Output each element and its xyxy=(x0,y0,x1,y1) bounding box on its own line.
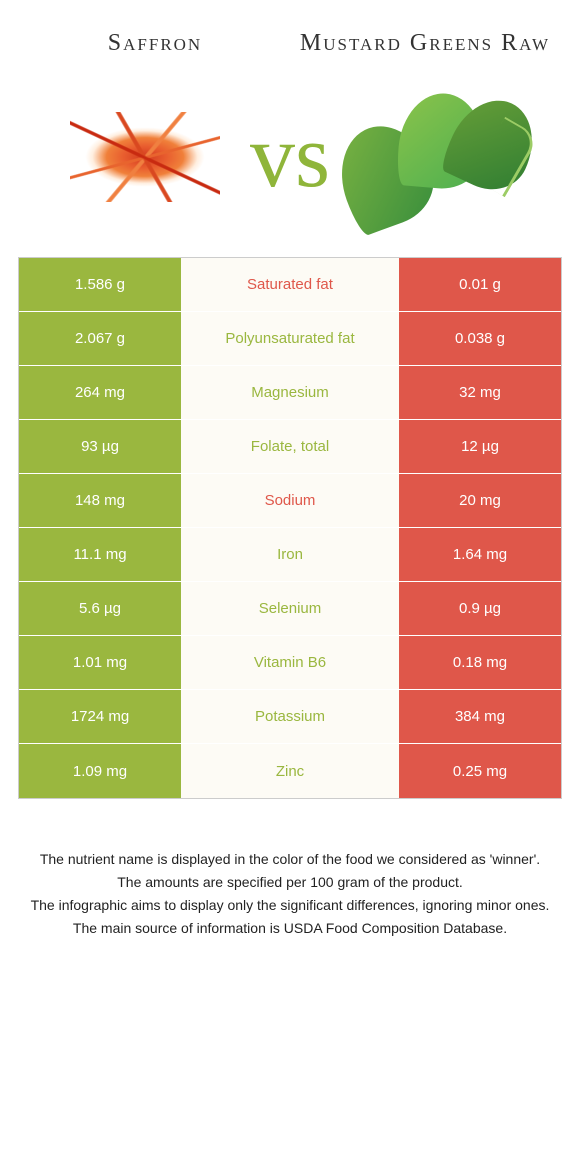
title-left: Saffron xyxy=(20,30,290,57)
nutrient-label: Saturated fat xyxy=(181,258,399,311)
nutrient-label: Potassium xyxy=(181,690,399,743)
footer-line: The nutrient name is displayed in the co… xyxy=(30,849,550,870)
value-left: 264 mg xyxy=(19,366,181,419)
value-right: 1.64 mg xyxy=(399,528,561,581)
value-left: 1.01 mg xyxy=(19,636,181,689)
value-right: 0.9 µg xyxy=(399,582,561,635)
vs-label: vs xyxy=(245,112,335,202)
table-row: 1.09 mgZinc0.25 mg xyxy=(19,744,561,798)
title-right: Mustard Greens Raw xyxy=(290,30,560,57)
value-left: 11.1 mg xyxy=(19,528,181,581)
table-row: 93 µgFolate, total12 µg xyxy=(19,420,561,474)
value-left: 1724 mg xyxy=(19,690,181,743)
footer-notes: The nutrient name is displayed in the co… xyxy=(0,799,580,961)
table-row: 1.01 mgVitamin B60.18 mg xyxy=(19,636,561,690)
table-row: 1724 mgPotassium384 mg xyxy=(19,690,561,744)
nutrient-label: Folate, total xyxy=(181,420,399,473)
nutrient-label: Vitamin B6 xyxy=(181,636,399,689)
nutrient-label: Polyunsaturated fat xyxy=(181,312,399,365)
footer-line: The amounts are specified per 100 gram o… xyxy=(30,872,550,893)
value-left: 148 mg xyxy=(19,474,181,527)
nutrient-label: Magnesium xyxy=(181,366,399,419)
saffron-image xyxy=(55,87,235,227)
value-right: 20 mg xyxy=(399,474,561,527)
value-right: 0.18 mg xyxy=(399,636,561,689)
value-left: 2.067 g xyxy=(19,312,181,365)
nutrient-label: Sodium xyxy=(181,474,399,527)
table-row: 264 mgMagnesium32 mg xyxy=(19,366,561,420)
value-right: 0.038 g xyxy=(399,312,561,365)
value-right: 384 mg xyxy=(399,690,561,743)
comparison-table: 1.586 gSaturated fat0.01 g2.067 gPolyuns… xyxy=(18,257,562,799)
value-left: 1.586 g xyxy=(19,258,181,311)
value-left: 1.09 mg xyxy=(19,744,181,798)
table-row: 148 mgSodium20 mg xyxy=(19,474,561,528)
nutrient-label: Zinc xyxy=(181,744,399,798)
nutrient-label: Selenium xyxy=(181,582,399,635)
value-left: 5.6 µg xyxy=(19,582,181,635)
table-row: 2.067 gPolyunsaturated fat0.038 g xyxy=(19,312,561,366)
table-row: 1.586 gSaturated fat0.01 g xyxy=(19,258,561,312)
value-left: 93 µg xyxy=(19,420,181,473)
table-row: 5.6 µgSelenium0.9 µg xyxy=(19,582,561,636)
hero: vs xyxy=(0,67,580,257)
greens-image xyxy=(345,87,525,227)
value-right: 0.01 g xyxy=(399,258,561,311)
value-right: 32 mg xyxy=(399,366,561,419)
value-right: 0.25 mg xyxy=(399,744,561,798)
table-row: 11.1 mgIron1.64 mg xyxy=(19,528,561,582)
value-right: 12 µg xyxy=(399,420,561,473)
footer-line: The infographic aims to display only the… xyxy=(30,895,550,916)
header: Saffron Mustard Greens Raw xyxy=(0,0,580,67)
footer-line: The main source of information is USDA F… xyxy=(30,918,550,939)
nutrient-label: Iron xyxy=(181,528,399,581)
